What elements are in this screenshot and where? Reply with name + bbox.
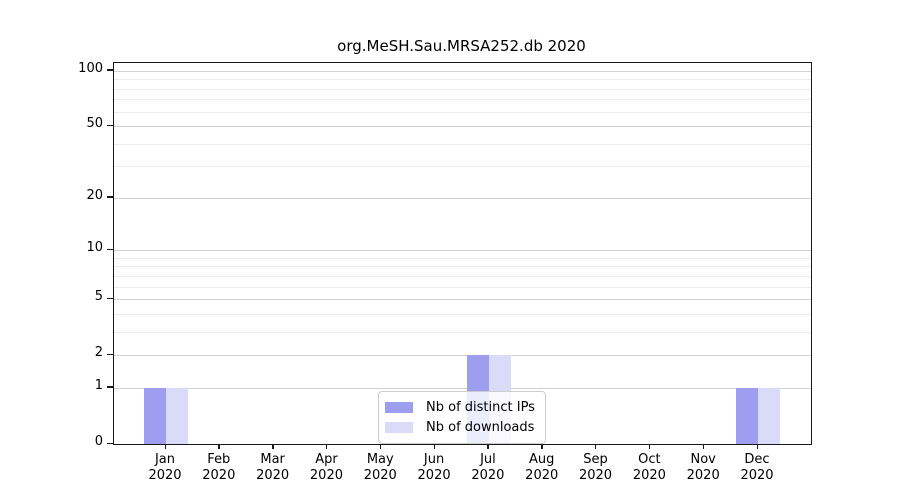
y-tick-100 [107, 69, 113, 71]
legend-item-distinct-ips: Nb of distinct IPs [385, 397, 537, 417]
x-tick-year-dec: 2020 [740, 468, 774, 483]
x-tick-label-jul: Jul 2020 [458, 452, 518, 484]
x-tick-label-feb: Feb 2020 [189, 452, 249, 484]
x-tick-label-nov: Nov 2020 [673, 452, 733, 484]
y-tick-label-50: 50 [86, 116, 103, 132]
gridline-4 [114, 313, 811, 315]
y-tick-label-1: 1 [94, 377, 103, 393]
gridline-60 [114, 111, 811, 113]
gridline-10 [114, 250, 811, 252]
x-tick-may [379, 444, 382, 449]
gridline-3 [114, 331, 811, 333]
x-tick-year-mar: 2020 [256, 468, 290, 483]
gridline-6 [114, 286, 811, 288]
x-tick-year-jan: 2020 [148, 468, 182, 483]
legend-label-distinct-ips: Nb of distinct IPs [426, 399, 535, 415]
chart-title: org.MeSH.Sau.MRSA252.db 2020 [337, 37, 586, 55]
y-tick-2 [107, 353, 113, 356]
x-tick-jan [164, 444, 166, 449]
x-tick-year-may: 2020 [363, 468, 397, 483]
y-tick-label-5: 5 [94, 289, 103, 305]
gridline-20 [114, 197, 811, 199]
y-tick-label-0: 0 [94, 434, 103, 449]
x-tick-year-nov: 2020 [686, 468, 720, 483]
x-tick-label-apr: Apr 2020 [296, 452, 356, 484]
x-tick-label-oct: Oct 2020 [619, 452, 679, 484]
x-tick-year-aug: 2020 [525, 468, 559, 483]
x-tick-dec [756, 444, 758, 449]
gridline-90 [114, 79, 811, 81]
y-tick-label-10: 10 [86, 240, 103, 256]
gridline-80 [114, 88, 811, 90]
bar-downloads-jan [166, 387, 188, 444]
plot-area [113, 62, 812, 445]
gridline-50 [114, 126, 811, 128]
y-tick-label-100: 100 [78, 60, 103, 76]
gridline-1 [114, 387, 811, 389]
x-tick-mar [272, 444, 274, 449]
bar-distinct-ips-jan [144, 387, 166, 444]
x-tick-sep [595, 444, 597, 449]
gridline-30 [114, 166, 811, 168]
gridline-2 [114, 355, 811, 357]
y-tick-label-2: 2 [94, 345, 103, 361]
x-tick-apr [325, 444, 328, 449]
legend-swatch-distinct-ips [385, 401, 413, 413]
x-tick-label-mar: Mar 2020 [243, 452, 303, 484]
x-tick-year-jul: 2020 [471, 468, 505, 483]
x-tick-label-dec: Dec 2020 [727, 452, 787, 484]
gridline-8 [114, 266, 811, 268]
gridline-7 [114, 275, 811, 277]
legend-item-downloads: Nb of downloads [385, 417, 537, 437]
y-tick-label-20: 20 [86, 187, 103, 203]
legend-label-downloads: Nb of downloads [426, 419, 535, 435]
bar-distinct-ips-dec [736, 387, 758, 444]
bar-downloads-dec [758, 387, 780, 444]
x-tick-oct [648, 444, 651, 449]
y-tick-50 [107, 124, 113, 126]
y-tick-20 [107, 196, 113, 198]
x-tick-label-aug: Aug 2020 [512, 452, 572, 484]
gridline-9 [114, 257, 811, 259]
x-tick-year-oct: 2020 [632, 468, 666, 483]
y-tick-5 [107, 297, 113, 300]
x-tick-jul [487, 444, 489, 449]
x-tick-year-feb: 2020 [202, 468, 236, 483]
x-tick-year-jun: 2020 [417, 468, 451, 483]
x-tick-label-jan: Jan 2020 [135, 452, 195, 484]
x-tick-aug [541, 444, 543, 449]
y-tick-0 [107, 442, 113, 444]
gridline-70 [114, 99, 811, 101]
x-tick-label-jun: Jun 2020 [404, 452, 464, 484]
legend: Nb of distinct IPs Nb of downloads [378, 391, 546, 444]
x-tick-feb [218, 444, 220, 449]
x-tick-label-may: May 2020 [350, 452, 410, 484]
y-tick-10 [107, 248, 113, 251]
gridline-100 [114, 70, 811, 72]
x-tick-year-apr: 2020 [309, 468, 343, 483]
gridline-40 [114, 143, 811, 145]
x-tick-year-sep: 2020 [578, 468, 613, 483]
x-tick-jun [433, 444, 435, 449]
x-tick-nov [702, 444, 705, 449]
gridline-5 [114, 299, 811, 301]
x-tick-label-sep: Sep 2020 [566, 452, 626, 484]
y-tick-1 [107, 386, 113, 388]
legend-swatch-downloads [385, 421, 413, 433]
